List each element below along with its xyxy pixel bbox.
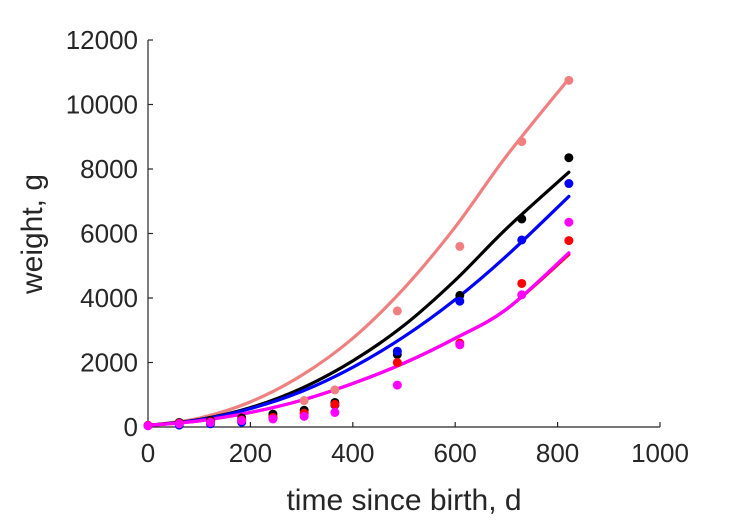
fit-line-series-5 bbox=[146, 251, 571, 427]
data-point-series-5 bbox=[455, 340, 465, 350]
data-point-series-5 bbox=[392, 380, 402, 390]
x-tick-label: 800 bbox=[536, 438, 579, 468]
fit-line-series-1 bbox=[146, 77, 571, 427]
y-tick-label: 6000 bbox=[80, 219, 138, 249]
data-point-series-1 bbox=[564, 75, 574, 85]
x-tick-label: 1000 bbox=[631, 438, 689, 468]
fit-line-series-2 bbox=[146, 170, 571, 427]
y-axis-title: weight, g bbox=[16, 174, 49, 295]
data-point-series-4 bbox=[564, 236, 574, 246]
data-point-series-4 bbox=[517, 278, 527, 288]
data-point-series-3 bbox=[455, 296, 465, 306]
y-tick-label: 4000 bbox=[80, 283, 138, 313]
y-tick-label: 0 bbox=[124, 412, 138, 442]
y-ticks: 0 2000 4000 6000 8000 10000 12000 bbox=[66, 25, 153, 442]
data-point-series-5 bbox=[237, 416, 247, 426]
x-axis-title: time since birth, d bbox=[286, 484, 521, 517]
x-tick-label: 0 bbox=[141, 438, 155, 468]
fit-line-series-3 bbox=[146, 194, 571, 427]
data-point-series-2 bbox=[564, 153, 574, 163]
data-point-series-3 bbox=[564, 179, 574, 189]
x-tick-label: 400 bbox=[331, 438, 374, 468]
data-point-series-5 bbox=[205, 417, 215, 427]
data-point-series-1 bbox=[299, 396, 309, 406]
data-point-series-5 bbox=[517, 290, 527, 300]
data-point-series-5 bbox=[330, 407, 340, 417]
data-point-series-1 bbox=[517, 137, 527, 147]
x-ticks: 0 200 400 600 800 1000 bbox=[141, 422, 689, 468]
data-point-series-4 bbox=[330, 399, 340, 409]
data-point-series-3 bbox=[517, 235, 527, 245]
data-points bbox=[143, 75, 574, 431]
data-point-series-5 bbox=[268, 414, 278, 424]
x-tick-label: 200 bbox=[229, 438, 272, 468]
y-tick-label: 8000 bbox=[80, 154, 138, 184]
y-tick-label: 12000 bbox=[66, 25, 138, 55]
data-point-series-5 bbox=[564, 217, 574, 227]
plot-area: 0 200 400 600 800 1000 0 2000 4000 6000 8000 10000… bbox=[66, 25, 689, 468]
data-point-series-1 bbox=[330, 385, 340, 395]
data-point-series-1 bbox=[455, 241, 465, 251]
y-tick-label: 2000 bbox=[80, 348, 138, 378]
fit-lines bbox=[146, 77, 571, 427]
data-point-series-5 bbox=[299, 411, 309, 421]
data-point-series-3 bbox=[392, 346, 402, 356]
data-point-series-1 bbox=[392, 306, 402, 316]
data-point-series-5 bbox=[143, 421, 153, 431]
data-point-series-4 bbox=[392, 358, 402, 367]
data-point-series-5 bbox=[174, 419, 184, 429]
fit-line-series-4 bbox=[146, 252, 571, 427]
x-tick-label: 600 bbox=[434, 438, 477, 468]
y-tick-label: 10000 bbox=[66, 90, 138, 120]
data-point-series-2 bbox=[517, 214, 527, 224]
